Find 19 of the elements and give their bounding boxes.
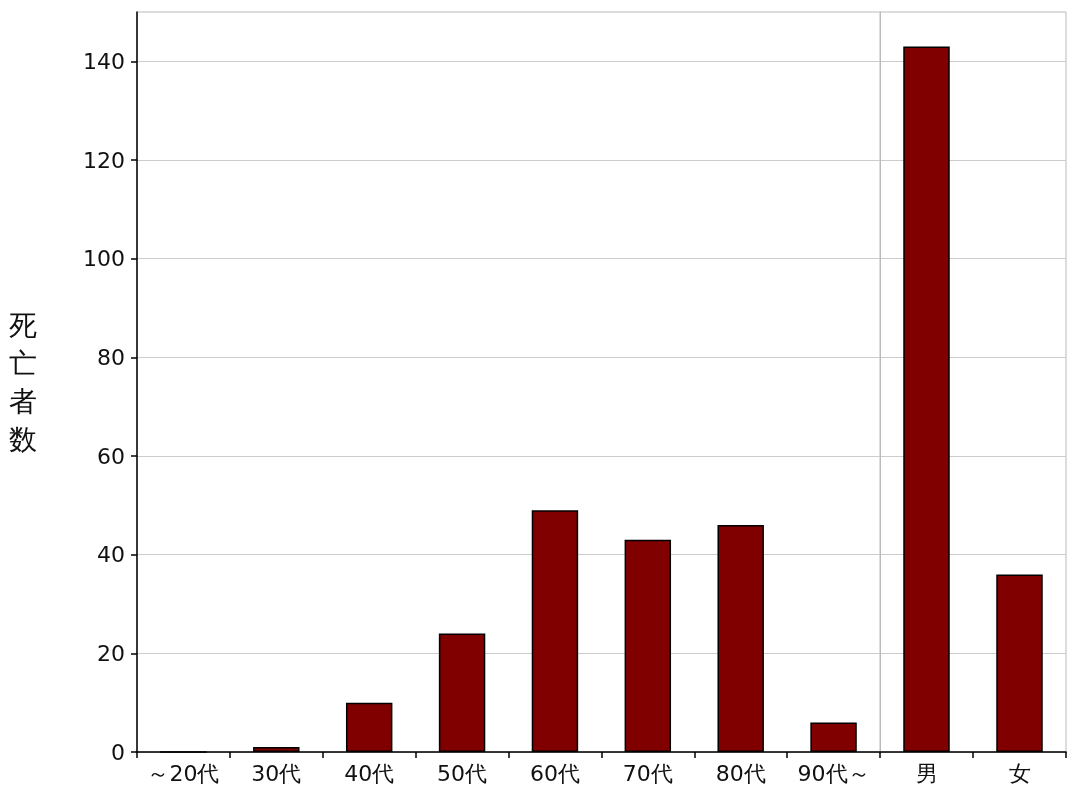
x-tick-label: 80代 [715,760,766,786]
y-axis-title: 死亡者数 [9,308,37,456]
x-tick-label: 40代 [344,760,395,786]
y-tick-label: 100 [83,246,125,272]
y-tick-label: 80 [97,344,125,370]
x-tick-label: 60代 [529,760,580,786]
y-tick-label: 120 [83,147,125,173]
y-tick-label: 40 [97,542,125,568]
y-tick-label: 140 [83,48,125,74]
x-tick-label: 50代 [437,760,488,786]
y-tick-label: 60 [97,443,125,469]
y-tick-label: 20 [97,640,125,666]
x-tick-label: 70代 [622,760,673,786]
x-tick-label: 男 [915,760,938,786]
x-tick-label: 90代～ [797,760,870,786]
y-tick-label: 0 [111,739,125,765]
x-tick-label: 女 [1008,760,1031,786]
x-tick-label: ～20代 [147,760,220,786]
x-tick-label: 30代 [251,760,302,786]
